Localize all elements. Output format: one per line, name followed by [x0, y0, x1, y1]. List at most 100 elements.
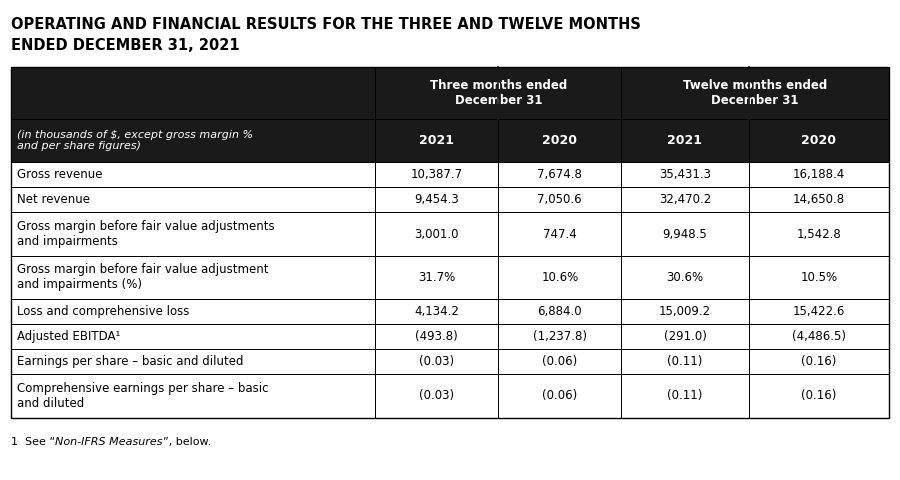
- Text: Comprehensive earnings per share – basic
and diluted: Comprehensive earnings per share – basic…: [17, 382, 268, 410]
- Bar: [375, 349, 499, 374]
- Bar: [499, 212, 621, 256]
- Text: (0.06): (0.06): [542, 389, 578, 402]
- Bar: [11, 162, 375, 187]
- Bar: [749, 324, 889, 349]
- Text: (291.0): (291.0): [663, 330, 706, 343]
- Bar: [11, 299, 375, 324]
- Text: (4,486.5): (4,486.5): [792, 330, 846, 343]
- Text: 10.5%: 10.5%: [800, 271, 838, 284]
- Bar: [375, 162, 499, 187]
- Text: 9,948.5: 9,948.5: [662, 228, 707, 240]
- Text: 1  See “: 1 See “: [11, 437, 55, 447]
- Bar: [621, 324, 749, 349]
- Bar: [499, 187, 621, 212]
- Text: Gross margin before fair value adjustments
and impairments: Gross margin before fair value adjustmen…: [17, 220, 274, 248]
- Text: 4,134.2: 4,134.2: [414, 305, 459, 318]
- Bar: [11, 256, 375, 299]
- Text: ”, below.: ”, below.: [163, 437, 211, 447]
- Text: Gross margin before fair value adjustment
and impairments (%): Gross margin before fair value adjustmen…: [17, 264, 268, 291]
- Bar: [621, 299, 749, 324]
- Bar: [499, 256, 621, 299]
- Bar: [375, 67, 621, 119]
- Text: 15,422.6: 15,422.6: [793, 305, 845, 318]
- Bar: [375, 187, 499, 212]
- Bar: [375, 374, 499, 418]
- Text: 2020: 2020: [543, 134, 577, 147]
- Bar: [499, 119, 621, 162]
- Bar: [749, 187, 889, 212]
- Bar: [11, 212, 375, 256]
- Text: OPERATING AND FINANCIAL RESULTS FOR THE THREE AND TWELVE MONTHS: OPERATING AND FINANCIAL RESULTS FOR THE …: [11, 17, 641, 32]
- Text: 747.4: 747.4: [543, 228, 577, 240]
- Text: 1,542.8: 1,542.8: [796, 228, 842, 240]
- Text: 32,470.2: 32,470.2: [659, 193, 711, 206]
- Bar: [375, 212, 499, 256]
- Text: Three months ended
December 31: Three months ended December 31: [429, 79, 567, 107]
- Text: 31.7%: 31.7%: [418, 271, 455, 284]
- Bar: [621, 374, 749, 418]
- Text: 2021: 2021: [668, 134, 703, 147]
- Bar: [749, 256, 889, 299]
- Bar: [499, 374, 621, 418]
- Bar: [375, 256, 499, 299]
- Bar: [621, 119, 749, 162]
- Bar: [749, 349, 889, 374]
- Text: 7,050.6: 7,050.6: [537, 193, 582, 206]
- Text: 10.6%: 10.6%: [541, 271, 579, 284]
- Bar: [11, 349, 375, 374]
- Text: 3,001.0: 3,001.0: [415, 228, 459, 240]
- Bar: [11, 119, 375, 162]
- Bar: [11, 324, 375, 349]
- Text: (1,237.8): (1,237.8): [533, 330, 587, 343]
- Text: (0.11): (0.11): [667, 389, 703, 402]
- Text: 14,650.8: 14,650.8: [793, 193, 845, 206]
- Bar: [621, 187, 749, 212]
- Text: Loss and comprehensive loss: Loss and comprehensive loss: [17, 305, 190, 318]
- Bar: [375, 324, 499, 349]
- Bar: [749, 162, 889, 187]
- Text: Non-IFRS Measures: Non-IFRS Measures: [55, 437, 163, 447]
- Text: 6,884.0: 6,884.0: [537, 305, 582, 318]
- Text: 10,387.7: 10,387.7: [410, 168, 463, 181]
- Bar: [11, 187, 375, 212]
- Text: 2021: 2021: [419, 134, 454, 147]
- Bar: [749, 212, 889, 256]
- Bar: [621, 67, 889, 119]
- Text: (in thousands of $, except gross margin %
and per share figures): (in thousands of $, except gross margin …: [17, 130, 253, 151]
- Bar: [11, 67, 375, 119]
- Text: Twelve months ended
December 31: Twelve months ended December 31: [683, 79, 827, 107]
- Text: 2020: 2020: [801, 134, 836, 147]
- Text: (0.03): (0.03): [419, 355, 454, 368]
- Bar: [621, 212, 749, 256]
- Text: Adjusted EBITDA¹: Adjusted EBITDA¹: [17, 330, 121, 343]
- Bar: [621, 162, 749, 187]
- Bar: [499, 162, 621, 187]
- Bar: [749, 119, 889, 162]
- Bar: [749, 299, 889, 324]
- Text: Gross revenue: Gross revenue: [17, 168, 103, 181]
- Text: 15,009.2: 15,009.2: [659, 305, 711, 318]
- Text: (0.06): (0.06): [542, 355, 578, 368]
- Text: (0.03): (0.03): [419, 389, 454, 402]
- Text: 9,454.3: 9,454.3: [414, 193, 459, 206]
- Bar: [375, 299, 499, 324]
- Text: Earnings per share – basic and diluted: Earnings per share – basic and diluted: [17, 355, 244, 368]
- Text: 35,431.3: 35,431.3: [659, 168, 711, 181]
- Text: Net revenue: Net revenue: [17, 193, 90, 206]
- Text: 30.6%: 30.6%: [666, 271, 704, 284]
- Text: (493.8): (493.8): [416, 330, 458, 343]
- Bar: [621, 256, 749, 299]
- Text: (0.16): (0.16): [801, 389, 837, 402]
- Text: (0.11): (0.11): [667, 355, 703, 368]
- Bar: [499, 299, 621, 324]
- Bar: [375, 119, 499, 162]
- Bar: [11, 374, 375, 418]
- Text: 7,674.8: 7,674.8: [537, 168, 582, 181]
- Text: 16,188.4: 16,188.4: [793, 168, 845, 181]
- Bar: [499, 349, 621, 374]
- Text: (0.16): (0.16): [801, 355, 837, 368]
- Bar: [11, 67, 889, 418]
- Bar: [621, 349, 749, 374]
- Bar: [749, 374, 889, 418]
- Text: ENDED DECEMBER 31, 2021: ENDED DECEMBER 31, 2021: [11, 38, 239, 53]
